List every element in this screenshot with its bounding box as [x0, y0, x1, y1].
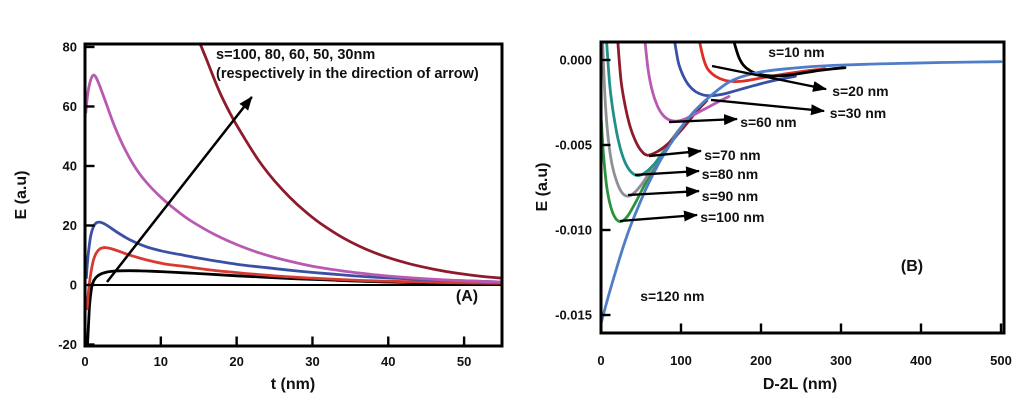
leader-arrow [627, 186, 700, 198]
x-tick-label: 0 [597, 353, 604, 368]
panel-a-x-axis-title: t (nm) [271, 376, 315, 393]
series-label-s-30-nm: s=30 nm [830, 105, 886, 121]
y-tick-label: -0.015 [555, 308, 592, 323]
x-tick-label: 400 [910, 353, 932, 368]
series-label-s-80-nm: s=80 nm [702, 166, 758, 182]
series-label-s-70-nm: s=70 nm [704, 147, 760, 163]
x-tick-label: 100 [670, 353, 692, 368]
leader-arrow [711, 64, 828, 92]
series-label-s-90-nm: s=90 nm [702, 188, 758, 204]
curve-s-30-nm [673, 41, 797, 98]
y-tick-label: 60 [63, 99, 77, 114]
x-tick-label: 30 [305, 354, 319, 369]
x-tick-label: 10 [154, 354, 168, 369]
plot-frame [83, 42, 504, 348]
curves-layer [85, 43, 502, 346]
series-label-s-100-nm: s=100 nm [700, 209, 764, 225]
x-tick-label: 500 [990, 353, 1012, 368]
series-label-s-60-nm: s=60 nm [740, 114, 796, 130]
panel-a-annotation-line1: s=100, 80, 60, 50, 30nm [216, 47, 375, 63]
series-label-s-10-nm: s=10 nm [768, 44, 824, 60]
panel-b-plot: 0 100 200 300 400 500 0.000 -0.005 -0.010 -0.015 s… [555, 40, 1012, 369]
x-tick-label: 50 [457, 354, 471, 369]
leader-arrow [634, 166, 700, 178]
axis-ticks: 0 100 200 300 400 500 0.000 -0.005 -0.010 -0.015 [555, 53, 1012, 369]
panel-b-y-axis-title: E (a.u) [534, 163, 551, 212]
curve-s-10-nm [732, 41, 847, 78]
static-text-layer: E (a.u) t (nm) s=100, 80, 60, 50, 30nm (… [13, 47, 923, 393]
panel-b-letter: (B) [901, 258, 923, 275]
leader-arrow [648, 146, 702, 158]
x-tick-label: 300 [830, 353, 852, 368]
curve-s-20-nm [698, 41, 827, 84]
y-tick-label: -0.010 [555, 223, 592, 238]
y-tick-label: -0.005 [555, 138, 592, 153]
x-tick-label: 0 [81, 354, 88, 369]
curve-s-50-nm [85, 73, 502, 284]
direction-arrow [106, 96, 253, 283]
panel-a-annotation-line2: (respectively in the direction of arrow) [216, 66, 479, 82]
y-tick-label: -20 [58, 337, 77, 352]
axis-ticks: 0 10 20 30 40 50 -20 0 20 40 60 80 [58, 39, 471, 369]
panel-a-plot: 0 10 20 30 40 50 -20 0 20 40 60 80 [58, 39, 504, 369]
plot-frame [599, 40, 1006, 335]
leader-arrow [619, 210, 698, 223]
curve-s-120-nm [601, 60, 1003, 325]
panel-a-y-axis-title: E (a.u) [13, 171, 30, 220]
panel-a-letter: (A) [456, 288, 478, 305]
x-tick-label: 20 [229, 354, 243, 369]
curve-s-60-nm [85, 220, 502, 284]
leader-arrow [710, 98, 826, 116]
panel-b-x-axis-title: D-2L (nm) [763, 376, 837, 393]
series-label-s-120-nm: s=120 nm [640, 288, 704, 304]
y-tick-label: 80 [63, 39, 77, 54]
x-tick-label: 200 [750, 353, 772, 368]
y-tick-label: 40 [63, 158, 77, 173]
x-tick-label: 40 [381, 354, 395, 369]
curve-s-70-nm [616, 41, 708, 157]
curve-s-80-nm [85, 246, 502, 311]
y-tick-label: 20 [63, 218, 77, 233]
y-tick-label: 0 [70, 278, 77, 293]
curve-s-30-nm [198, 43, 502, 280]
y-tick-label: 0.000 [559, 53, 592, 68]
series-label-s-20-nm: s=20 nm [832, 83, 888, 99]
leader-arrow [668, 114, 738, 126]
